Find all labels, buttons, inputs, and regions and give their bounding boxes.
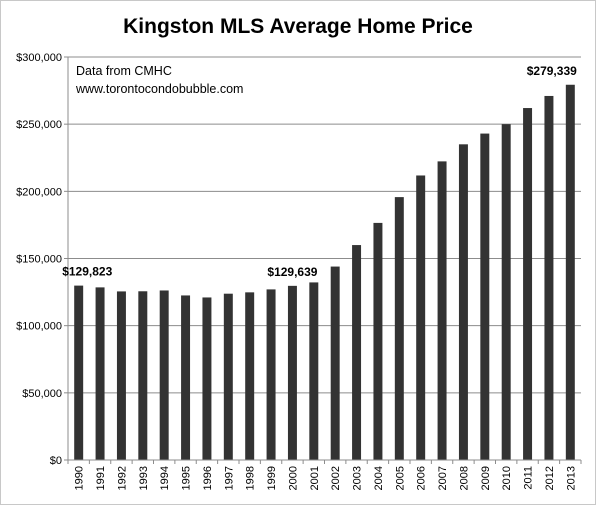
bar-2007 [437,161,447,460]
bar-1997 [223,293,233,460]
source-note: Data from CMHC [76,64,172,78]
bar-1994 [159,290,169,460]
y-tick-label: $300,000 [16,52,62,64]
x-tick-label: 1998 [245,466,257,490]
bar-2011 [523,108,533,461]
x-tick-label: 2003 [352,466,364,490]
bar-2010 [501,124,511,461]
x-tick-label: 2013 [565,466,577,490]
y-tick-label: $250,000 [16,119,62,131]
bar-1995 [181,295,191,460]
bar-1999 [266,289,276,460]
bar-2012 [544,95,554,460]
bar-2003 [352,245,362,460]
x-axis-ticks: 1990 1991 1992 1993 1994 1995 1996 1997 1998 1999… [67,460,582,490]
x-tick-label: 1994 [159,466,171,490]
bar-2005 [394,197,404,460]
bar-1998 [245,292,255,460]
x-tick-label: 2001 [309,466,321,490]
data-label-1990: $129,823 [62,265,112,279]
bar-1990 [74,285,84,460]
bar-1992 [116,291,126,460]
x-tick-label: 1992 [116,466,128,490]
x-tick-label: 1996 [202,466,214,490]
bar-2002 [330,266,340,460]
x-tick-label: 2004 [373,466,385,490]
y-tick-label: $200,000 [16,186,62,198]
data-label-2013: $279,339 [527,64,577,78]
bar-2013 [565,84,575,460]
bar-2009 [480,133,490,460]
y-tick-label: $150,000 [16,254,62,266]
bar-2000 [287,285,297,460]
x-tick-label: 2000 [287,466,299,490]
x-tick-label: 2005 [394,466,406,490]
x-tick-label: 2007 [437,466,449,490]
x-tick-label: 1991 [95,466,107,490]
chart-title: Kingston MLS Average Home Price [123,15,473,38]
bar-2006 [416,175,426,460]
bar-2004 [373,222,383,460]
x-tick-label: 1993 [138,466,150,490]
y-tick-label: $50,000 [22,388,62,400]
bar-2001 [309,282,319,460]
y-axis-ticks: $0 $50,000 $100,000 $150,000 $200,000 $250,00… [16,52,68,467]
bars [74,84,575,461]
gridlines [68,56,581,394]
x-tick-label: 1995 [181,466,193,490]
bar-1993 [138,291,148,460]
x-tick-label: 1997 [223,466,235,490]
x-tick-label: 2008 [458,466,470,490]
x-tick-label: 2012 [544,466,556,490]
x-tick-label: 2010 [501,466,513,490]
x-tick-label: 2009 [480,466,492,490]
x-tick-label: 2011 [523,466,535,490]
y-tick-label: $0 [50,455,62,467]
bar-1996 [202,297,212,460]
bar-1991 [95,287,105,460]
y-tick-label: $100,000 [16,321,62,333]
bar-2008 [458,144,468,461]
x-tick-label: 1990 [74,466,86,490]
data-labels: $129,823 $129,639 $279,339 [62,64,577,279]
data-label-2000: $129,639 [267,265,317,279]
source-url: www.torontocondobubble.com [75,82,243,96]
x-tick-label: 2006 [416,466,428,490]
x-tick-label: 2002 [330,466,342,490]
x-tick-label: 1999 [266,466,278,490]
